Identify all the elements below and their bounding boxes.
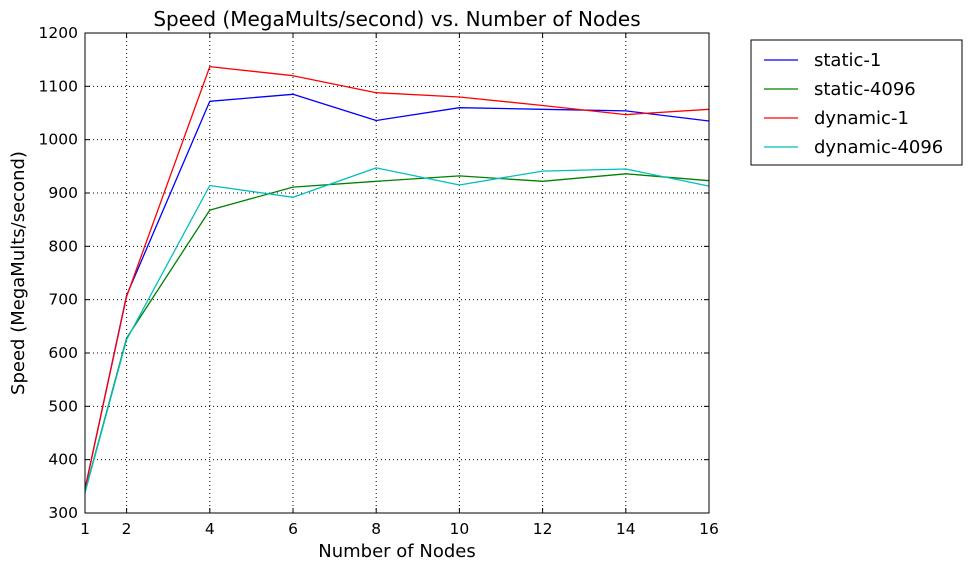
y-tick-label: 1200 (39, 24, 78, 42)
x-tick-label: 2 (122, 520, 132, 538)
series-line-static-4096 (84, 173, 710, 492)
x-tick-label: 8 (371, 520, 381, 538)
y-tick-label: 800 (48, 237, 78, 255)
y-tick-label: 500 (48, 397, 78, 415)
x-tick-label: 6 (288, 520, 298, 538)
legend-label-static-4096: static-4096 (814, 79, 916, 100)
x-tick-label: 1 (80, 520, 90, 538)
legend-label-dynamic-1: dynamic-1 (814, 108, 909, 129)
y-tick-label: 700 (48, 291, 78, 309)
x-tick-label: 4 (205, 520, 215, 538)
series-line-dynamic-1 (84, 65, 710, 490)
y-tick-label: 1000 (39, 131, 78, 149)
y-tick-label: 400 (48, 451, 78, 469)
legend: static-1 static-4096 dynamic-1 dynamic-4096 (750, 39, 963, 166)
series-line-static-1 (84, 93, 710, 490)
x-tick-label: 12 (533, 520, 553, 538)
x-tick-label: 16 (699, 520, 719, 538)
x-tick-label: 14 (616, 520, 636, 538)
y-tick-label: 1100 (39, 77, 78, 95)
y-axis-label: Speed (MegaMults/second) (8, 151, 29, 395)
x-axis-label: Number of Nodes (318, 541, 475, 562)
series-lines (84, 65, 710, 493)
x-tick-labels: 1 2 4 6 8 10 12 14 16 (80, 33, 719, 538)
legend-label-static-1: static-1 (814, 50, 881, 71)
legend-label-dynamic-4096: dynamic-4096 (814, 137, 943, 158)
y-tick-label: 900 (48, 184, 78, 202)
series-line-dynamic-4096 (84, 167, 710, 493)
y-tick-labels: 300 400 500 600 700 800 900 1000 1100 1200 (39, 24, 709, 522)
chart-title: Speed (MegaMults/second) vs. Number of N… (153, 7, 640, 31)
y-tick-label: 600 (48, 344, 78, 362)
plot-frame (84, 32, 710, 514)
legend-box (750, 39, 963, 166)
y-tick-label: 300 (48, 504, 78, 522)
x-tick-label: 10 (450, 520, 470, 538)
